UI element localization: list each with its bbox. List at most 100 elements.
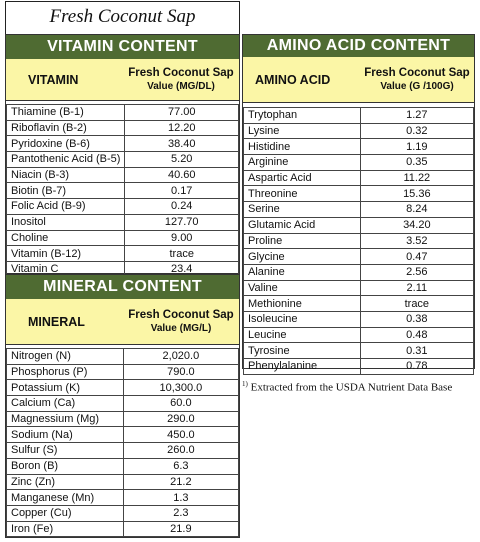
nutrient-value-cell: 0.48 xyxy=(359,326,475,344)
nutrient-name-cell: Valine xyxy=(243,279,361,297)
nutrient-value-cell: 10,300.0 xyxy=(122,379,240,397)
nutrient-name-cell: Glutamic Acid xyxy=(243,216,361,234)
table-row: Lysine 0.32 xyxy=(243,122,475,140)
nutrient-name-cell: Histidine xyxy=(243,138,361,156)
table-row: Arginine 0.35 xyxy=(243,154,475,171)
table-row: Niacin (B-3) 40.60 xyxy=(5,166,239,184)
nutrient-name-cell: Biotin (B-7) xyxy=(5,182,126,200)
table-row: Boron (B) 6.3 xyxy=(6,457,240,475)
nutrient-name-cell: Methionine xyxy=(243,295,361,312)
mineral-banner: MINERAL CONTENT xyxy=(6,275,239,299)
nutrient-value-cell: 34.20 xyxy=(359,216,475,234)
nutrient-name-cell: Leucine xyxy=(243,326,361,344)
table-row: Vitamin (B-12) trace xyxy=(5,245,239,262)
nutrient-name-cell: Aspartic Acid xyxy=(243,169,361,187)
table-row: Sodium (Na) 450.0 xyxy=(6,426,240,444)
table-row: Folic Acid (B-9) 0.24 xyxy=(5,198,239,215)
table-row: Glycine 0.47 xyxy=(243,248,475,265)
nutrient-value-cell: 2.11 xyxy=(359,279,475,297)
nutrient-value-cell: 0.35 xyxy=(359,154,475,171)
table-row: Biotin (B-7) 0.17 xyxy=(5,182,239,200)
nutrient-name-cell: Riboflavin (B-2) xyxy=(5,119,126,137)
vitamin-value-header-line2: Value (MG/DL) xyxy=(147,80,215,92)
table-row: Copper (Cu) 2.3 xyxy=(6,504,240,522)
mineral-table-header: MINERAL Fresh Coconut Sap Value (MG/L) xyxy=(6,299,239,345)
mineral-panel: MINERAL CONTENT MINERAL Fresh Coconut Sa… xyxy=(5,274,240,538)
mineral-value-column-header: Fresh Coconut Sap Value (MG/L) xyxy=(123,308,239,336)
nutrient-name-cell: Vitamin (B-12) xyxy=(5,245,126,262)
amino-acid-column-header: AMINO ACID xyxy=(255,72,331,87)
nutrient-value-cell: 0.17 xyxy=(124,182,239,200)
nutrient-value-cell: 1.3 xyxy=(122,489,240,506)
table-row: Riboflavin (B-2) 12.20 xyxy=(5,119,239,137)
table-row: Aspartic Acid 11.22 xyxy=(243,169,475,187)
table-row: Methionine trace xyxy=(243,295,475,312)
table-row: Threonine 15.36 xyxy=(243,185,475,203)
nutrient-value-cell: 6.3 xyxy=(122,457,240,475)
nutrient-value-cell: 0.78 xyxy=(359,358,475,375)
nutrient-value-cell: 2,020.0 xyxy=(122,348,240,365)
table-row: Leucine 0.48 xyxy=(243,326,475,344)
table-row: Manganese (Mn) 1.3 xyxy=(6,489,240,506)
nutrient-name-cell: Sodium (Na) xyxy=(6,426,124,444)
nutrient-value-cell: 290.0 xyxy=(122,410,240,428)
nutrient-name-cell: Phosphorus (P) xyxy=(6,363,124,381)
vitamin-value-header-line1: Fresh Coconut Sap xyxy=(128,66,234,79)
document-title: Fresh Coconut Sap xyxy=(5,1,240,34)
nutrient-value-cell: 8.24 xyxy=(359,201,475,218)
table-row: Histidine 1.19 xyxy=(243,138,475,156)
table-row: Magnessium (Mg) 290.0 xyxy=(6,410,240,428)
nutrient-value-cell: 21.9 xyxy=(122,520,240,538)
nutrient-name-cell: Potassium (K) xyxy=(6,379,124,397)
nutrient-name-cell: Isoleucine xyxy=(243,310,361,328)
table-row: Calcium (Ca) 60.0 xyxy=(6,395,240,412)
nutrient-value-cell: 0.24 xyxy=(124,198,239,215)
nutrient-value-cell: 38.40 xyxy=(124,135,239,153)
footnote-text: Extracted from the USDA Nutrient Data Ba… xyxy=(250,381,453,394)
nutrient-name-cell: Trytophan xyxy=(243,107,361,124)
nutrient-name-cell: Manganese (Mn) xyxy=(6,489,124,506)
nutrient-name-cell: Lysine xyxy=(243,122,361,140)
table-row: Zinc (Zn) 21.2 xyxy=(6,473,240,491)
vitamin-table-header: VITAMIN Fresh Coconut Sap Value (MG/DL) xyxy=(6,59,239,101)
table-row: Valine 2.11 xyxy=(243,279,475,297)
table-row: Alanine 2.56 xyxy=(243,263,475,281)
footnote-marker: 1) xyxy=(242,380,248,388)
nutrient-value-cell: 0.32 xyxy=(359,122,475,140)
table-row: Tyrosine 0.31 xyxy=(243,342,475,359)
nutrient-value-cell: 5.20 xyxy=(124,151,239,168)
nutrient-name-cell: Threonine xyxy=(243,185,361,203)
vitamin-panel: VITAMIN CONTENT VITAMIN Fresh Coconut Sa… xyxy=(5,34,240,278)
nutrient-name-cell: Glycine xyxy=(243,248,361,265)
nutrient-name-cell: Alanine xyxy=(243,263,361,281)
table-row: Glutamic Acid 34.20 xyxy=(243,216,475,234)
mineral-column-header: MINERAL xyxy=(28,314,85,329)
table-row: Choline 9.00 xyxy=(5,229,239,247)
nutrient-name-cell: Copper (Cu) xyxy=(6,504,124,522)
amino-acid-value-column-header: Fresh Coconut Sap Value (G /100G) xyxy=(360,66,474,94)
amino-acid-table: Trytophan 1.27 Lysine 0.32 Histidine 1.19 Argi… xyxy=(243,107,475,375)
nutrient-value-cell: trace xyxy=(124,245,239,262)
nutrient-value-cell: 0.47 xyxy=(359,248,475,265)
nutrient-name-cell: Inositol xyxy=(5,213,126,231)
amino-acid-banner: AMINO ACID CONTENT xyxy=(243,35,474,57)
vitamin-value-column-header: Fresh Coconut Sap Value (MG/DL) xyxy=(123,66,239,94)
vitamin-column-header: VITAMIN xyxy=(28,72,79,87)
nutrient-name-cell: Pantothenic Acid (B-5) xyxy=(5,151,126,168)
mineral-table: Nitrogen (N) 2,020.0 Phosphorus (P) 790.0 Po… xyxy=(6,348,240,538)
nutrient-value-cell: 1.19 xyxy=(359,138,475,156)
nutrient-name-cell: Folic Acid (B-9) xyxy=(5,198,126,215)
amino-acid-panel: AMINO ACID CONTENT AMINO ACID Fresh Coco… xyxy=(242,34,475,375)
nutrient-value-cell: 790.0 xyxy=(122,363,240,381)
table-row: Phenylalanine 0.78 xyxy=(243,358,475,375)
nutrient-value-cell: 2.56 xyxy=(359,263,475,281)
nutrient-name-cell: Magnessium (Mg) xyxy=(6,410,124,428)
amino-acid-table-header: AMINO ACID Fresh Coconut Sap Value (G /1… xyxy=(243,57,474,103)
nutrient-value-cell: 15.36 xyxy=(359,185,475,203)
nutrient-name-cell: Choline xyxy=(5,229,126,247)
nutrient-value-cell: 1.27 xyxy=(359,107,475,124)
table-row: Serine 8.24 xyxy=(243,201,475,218)
nutrient-name-cell: Phenylalanine xyxy=(243,358,361,375)
nutrient-value-cell: 60.0 xyxy=(122,395,240,412)
nutrient-name-cell: Iron (Fe) xyxy=(6,520,124,538)
